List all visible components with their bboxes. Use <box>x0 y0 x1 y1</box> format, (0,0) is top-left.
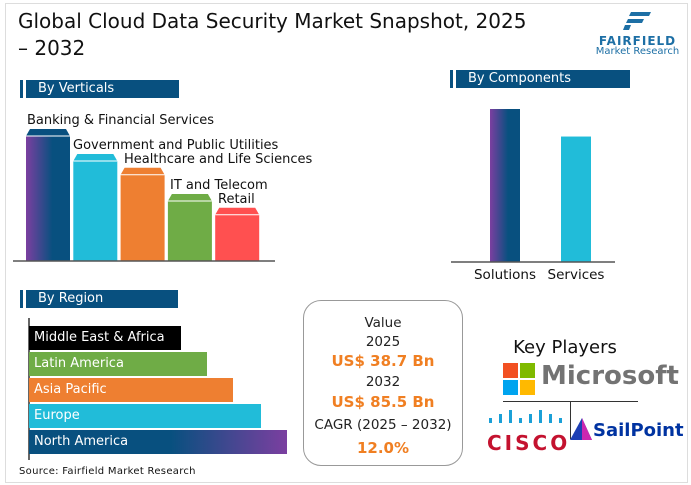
component-bar <box>490 109 520 262</box>
source-note: Source: Fairfield Market Research <box>19 466 196 477</box>
region-bar: North America <box>29 430 287 454</box>
vertical-bar <box>215 214 260 261</box>
logo-sub: Market Research <box>595 46 680 57</box>
section-region-header: By Region <box>20 290 178 308</box>
vertical-label: Retail <box>218 192 255 207</box>
vertical-bar <box>73 161 118 261</box>
vertical-bar-cap <box>167 194 212 201</box>
vertical-label: IT and Telecom <box>170 178 268 193</box>
fairfield-logo-icon <box>622 12 651 30</box>
vertical-bar-cap <box>73 154 118 161</box>
vertical-bar-cap <box>120 167 165 175</box>
key-players-title: Key Players <box>513 337 617 358</box>
vertical-bar <box>26 136 70 261</box>
component-label: Services <box>548 267 605 283</box>
region-bar: Latin America <box>29 352 208 376</box>
vertical-label: Healthcare and Life Sciences <box>124 152 313 167</box>
vertical-bar <box>167 201 212 261</box>
component-bar <box>561 136 591 262</box>
value-2032: US$ 85.5 Bn <box>331 393 435 411</box>
value-box: Value 2025 US$ 38.7 Bn 2032 US$ 85.5 Bn … <box>303 300 463 466</box>
vertical-bar-cap <box>26 129 70 136</box>
section-components-header: By Components <box>450 70 630 88</box>
frame <box>5 3 688 483</box>
divider-v <box>570 401 571 439</box>
year-2025: 2025 <box>365 334 401 350</box>
microsoft-windows-icon <box>503 363 535 395</box>
cagr-label: CAGR (2025 – 2032) <box>314 417 452 433</box>
section-verticals-header: By Verticals <box>20 80 179 98</box>
components-chart: Solutions Services <box>451 109 615 283</box>
region-bar: Middle East & Africa <box>29 326 182 350</box>
value-2025: US$ 38.7 Bn <box>331 352 435 370</box>
cisco-name: CISCO <box>487 431 571 455</box>
region-bar: Europe <box>29 404 262 428</box>
cagr-value: 12.0% <box>356 439 410 457</box>
sailpoint-sail-icon <box>570 418 592 440</box>
vertical-label: Banking & Financial Services <box>27 113 214 128</box>
component-label: Solutions <box>474 267 536 283</box>
microsoft-name: Microsoft <box>541 361 679 391</box>
vertical-bar-cap <box>215 207 260 215</box>
sailpoint-name: SailPoint <box>593 420 684 441</box>
vertical-label: Government and Public Utilities <box>73 138 279 153</box>
year-2032: 2032 <box>365 374 401 390</box>
verticals-chart: Banking & Financial Services Government a… <box>13 113 313 262</box>
logo: FAIRFIELD Market Research <box>590 12 685 57</box>
region-bar: Asia Pacific <box>29 378 233 402</box>
cisco-bars-icon <box>489 410 562 423</box>
vertical-bar <box>120 174 165 261</box>
value-label: Value <box>364 315 402 331</box>
cisco-logo: CISCO <box>487 410 570 455</box>
page-title: Global Cloud Data Security Market Snapsh… <box>18 9 527 60</box>
logo-name: FAIRFIELD <box>598 34 677 48</box>
